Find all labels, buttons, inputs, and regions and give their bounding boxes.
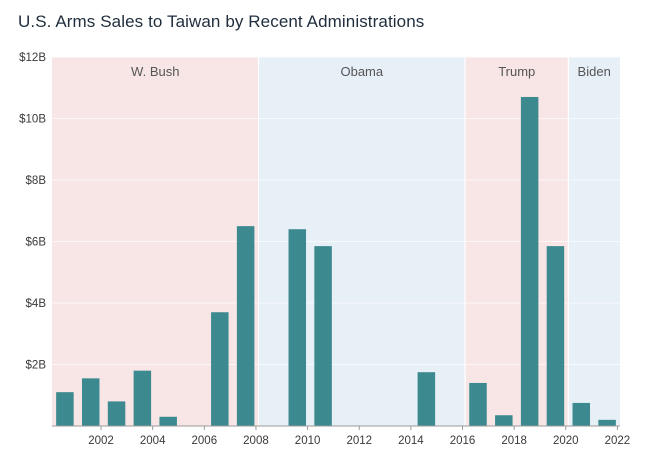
x-tick-label: 2014 bbox=[398, 435, 424, 447]
x-tick-label: 2004 bbox=[140, 435, 166, 447]
bar-2001 bbox=[56, 392, 74, 426]
y-tick-label: $4B bbox=[26, 298, 47, 310]
bar-2008 bbox=[236, 226, 255, 426]
y-tick-label: $12B bbox=[19, 52, 46, 64]
bar-2003 bbox=[107, 401, 126, 426]
bar-2004 bbox=[133, 370, 152, 426]
era-label-trump: Trump bbox=[498, 64, 535, 79]
bar-2020 bbox=[546, 246, 565, 426]
x-tick-label: 2018 bbox=[501, 435, 527, 447]
bar-2021 bbox=[572, 402, 591, 426]
bar-2010 bbox=[288, 229, 307, 426]
x-tick-label: 2020 bbox=[553, 435, 579, 447]
era-label-biden: Biden bbox=[578, 64, 611, 79]
x-tick-label: 2008 bbox=[243, 435, 269, 447]
chart-title: U.S. Arms Sales to Taiwan by Recent Admi… bbox=[18, 12, 425, 31]
x-tick-label: 2016 bbox=[450, 435, 476, 447]
x-tick-label: 2002 bbox=[88, 435, 114, 447]
x-tick-label: 2022 bbox=[605, 435, 631, 447]
bar-2017 bbox=[469, 382, 487, 426]
x-tick-label: 2010 bbox=[295, 435, 321, 447]
bar-2018 bbox=[495, 415, 513, 426]
x-tick-label: 2006 bbox=[192, 435, 218, 447]
y-tick-label: $2B bbox=[26, 360, 47, 372]
bar-2011 bbox=[314, 246, 332, 426]
bar-2022 bbox=[598, 419, 616, 426]
y-tick-label: $6B bbox=[26, 237, 47, 249]
labels: W. Bush Obama Trump Biden $12B $10B $8B $6B $4B $… bbox=[19, 52, 630, 447]
y-tick-label: $8B bbox=[26, 175, 47, 187]
x-tick-label: 2012 bbox=[346, 435, 372, 447]
y-tick-label: $10B bbox=[19, 114, 46, 126]
bars bbox=[56, 96, 616, 426]
axes bbox=[52, 425, 620, 430]
bar-2007 bbox=[211, 312, 229, 426]
era-label-obama: Obama bbox=[340, 64, 383, 79]
bar-2019 bbox=[520, 96, 539, 426]
era-label-w-bush: W. Bush bbox=[131, 64, 179, 79]
bar-2015 bbox=[417, 372, 436, 426]
bar-2005 bbox=[159, 416, 177, 426]
bar-2002 bbox=[81, 378, 100, 426]
